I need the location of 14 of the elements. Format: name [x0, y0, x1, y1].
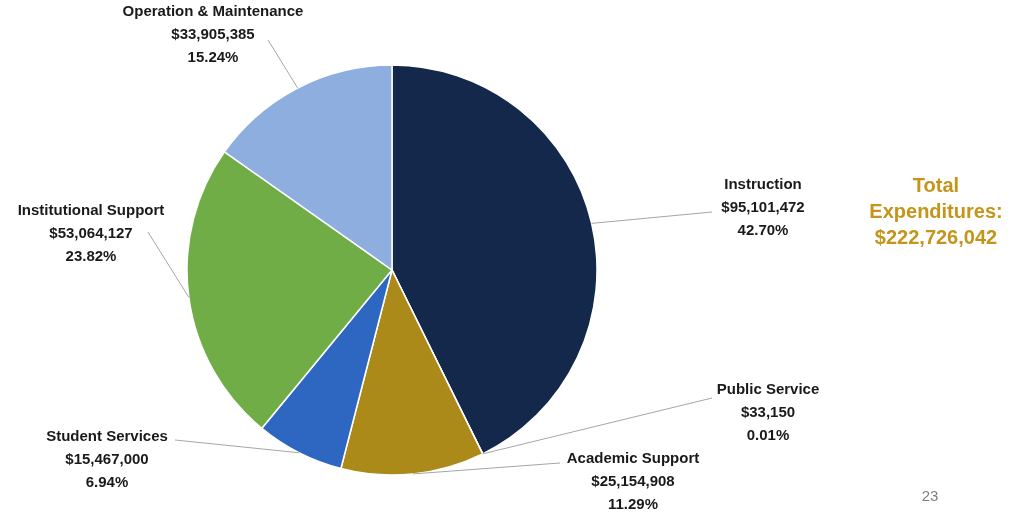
- data-label: $95,101,472 42.70%: [721, 198, 805, 238]
- slice-label: Public Service: [716, 380, 820, 397]
- slice-label: Operation & Maintenance: [122, 2, 304, 19]
- slice-label: Institutional Support: [17, 201, 165, 218]
- text: 23: [921, 487, 939, 504]
- data-label: $53,064,127 23.82%: [49, 224, 133, 264]
- data-label: $33,905,385 15.24%: [171, 25, 255, 65]
- slice-label: Academic Support: [566, 449, 700, 466]
- data-label: $33,150 0.01%: [740, 403, 796, 443]
- slice-label: Student Services: [46, 427, 168, 444]
- data-label: $15,467,000 6.94%: [65, 450, 149, 490]
- slice-label: Instruction: [724, 175, 802, 192]
- text: Total Expenditures: $222,726,042: [869, 174, 1003, 248]
- data-label: $25,154,908 11.29%: [591, 472, 675, 512]
